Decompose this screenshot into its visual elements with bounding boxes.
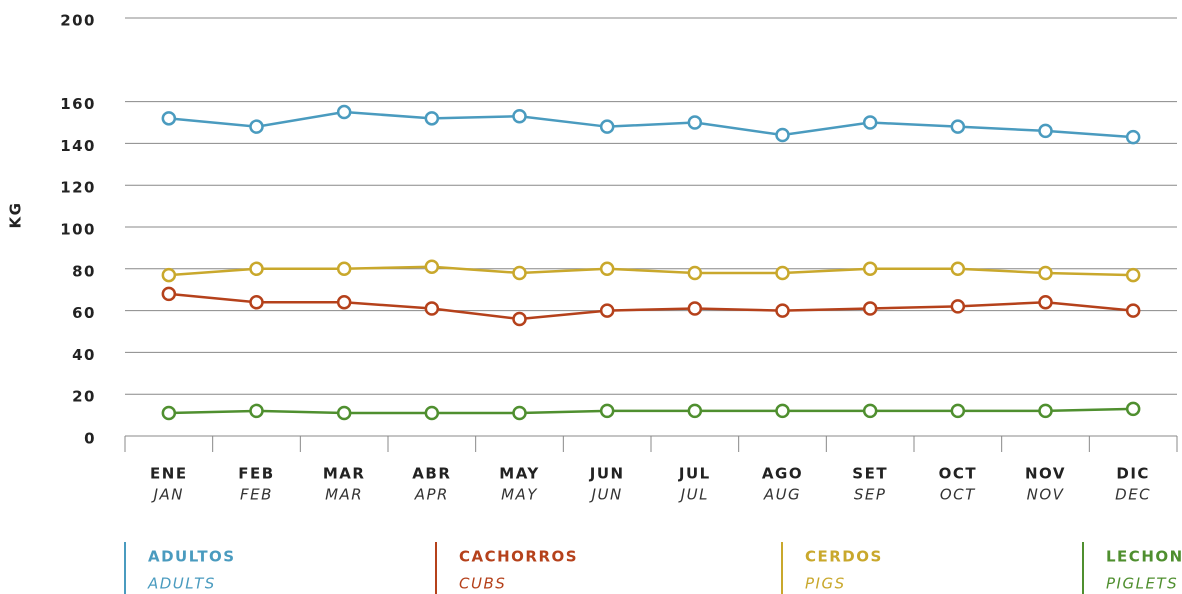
point: [687, 265, 703, 281]
point: [862, 301, 878, 316]
point: [249, 403, 264, 419]
x-tick-label-en: JUN: [589, 486, 623, 504]
y-tick-label: 140: [60, 137, 96, 155]
point: [1038, 294, 1053, 310]
y-tick-label: 200: [60, 12, 96, 30]
point: [249, 261, 264, 277]
point: [687, 115, 703, 130]
y-axis-label: KG: [7, 202, 25, 229]
x-tick-label: MAY: [499, 465, 539, 483]
point: [161, 267, 177, 283]
legend-name-en: PIGS: [805, 575, 846, 593]
point: [512, 108, 527, 124]
point: [599, 403, 615, 419]
x-tick-label: ENE: [150, 465, 188, 483]
point: [862, 403, 878, 419]
x-tick-label: AGO: [762, 465, 803, 483]
point: [512, 405, 527, 421]
x-tick-label-en: AUG: [763, 486, 801, 504]
y-tick-label: 60: [72, 304, 96, 322]
point: [950, 299, 966, 314]
point: [950, 261, 966, 277]
point: [424, 111, 440, 126]
series-line: [168, 110, 1134, 139]
legend-name: LECHONES: [1106, 548, 1182, 566]
x-tick-label: ABR: [412, 465, 451, 483]
x-tick-label: FEB: [238, 465, 274, 483]
point: [775, 127, 790, 143]
y-tick-label: 120: [60, 179, 96, 197]
series-line: [168, 407, 1134, 415]
legend-name-en: CUBS: [459, 575, 506, 593]
x-tick-label-en: JAN: [151, 486, 184, 504]
point: [1125, 129, 1141, 145]
point: [599, 303, 615, 318]
series-line: [168, 292, 1134, 321]
point: [1038, 123, 1053, 139]
x-tick-label-en: FEB: [240, 486, 273, 504]
x-tick-label-en: MAR: [325, 486, 363, 504]
y-tick-label: 80: [72, 262, 96, 280]
point: [249, 294, 264, 310]
point: [1125, 303, 1141, 318]
x-tick-label-en: DEC: [1115, 486, 1151, 504]
point: [161, 405, 177, 421]
legend-name: CERDOS: [805, 548, 883, 566]
legend-name: ADULTOS: [148, 548, 236, 566]
x-tick-label: SET: [852, 465, 888, 483]
x-tick-label-en: SEP: [854, 486, 887, 504]
point: [336, 405, 352, 421]
point: [1038, 265, 1053, 281]
point: [512, 311, 527, 327]
y-tick-label: 100: [60, 221, 96, 239]
x-tick-label: JUL: [678, 465, 711, 483]
x-tick-label: DIC: [1116, 465, 1150, 483]
point: [687, 301, 703, 316]
point: [512, 265, 527, 281]
y-tick-label: 20: [72, 388, 96, 406]
point: [161, 111, 177, 126]
point: [424, 259, 440, 274]
x-tick-label-en: NOV: [1027, 486, 1065, 504]
legend-name: CACHORROS: [459, 548, 578, 566]
point: [424, 301, 440, 316]
y-tick-label: 40: [72, 346, 96, 364]
point: [687, 403, 703, 419]
point: [950, 403, 966, 419]
point: [161, 286, 177, 302]
point: [1038, 403, 1053, 419]
x-tick-label-en: JUL: [678, 486, 709, 504]
legend-name-en: PIGLETS: [1106, 575, 1178, 593]
legend-name-en: ADULTS: [147, 575, 216, 593]
x-tick-label: NOV: [1025, 465, 1066, 483]
point: [950, 119, 966, 134]
x-tick-label: MAR: [323, 465, 366, 483]
point: [775, 303, 790, 318]
point: [336, 294, 352, 310]
point: [1125, 401, 1141, 417]
point: [862, 261, 878, 277]
point: [249, 119, 264, 134]
point: [336, 261, 352, 277]
point: [336, 104, 352, 120]
series-line: [168, 265, 1134, 277]
point: [1125, 267, 1141, 283]
x-tick-label: OCT: [939, 465, 978, 483]
x-tick-label-en: OCT: [940, 486, 976, 504]
x-tick-label-en: MAY: [501, 486, 538, 504]
point: [775, 403, 790, 419]
point: [862, 115, 878, 130]
x-tick-label-en: APR: [414, 486, 449, 504]
point: [775, 265, 790, 281]
x-tick-label: JUN: [589, 465, 625, 483]
point: [599, 261, 615, 277]
y-tick-label: 160: [60, 95, 96, 113]
y-tick-label: 0: [84, 430, 96, 448]
point: [424, 405, 440, 421]
point: [599, 119, 615, 134]
